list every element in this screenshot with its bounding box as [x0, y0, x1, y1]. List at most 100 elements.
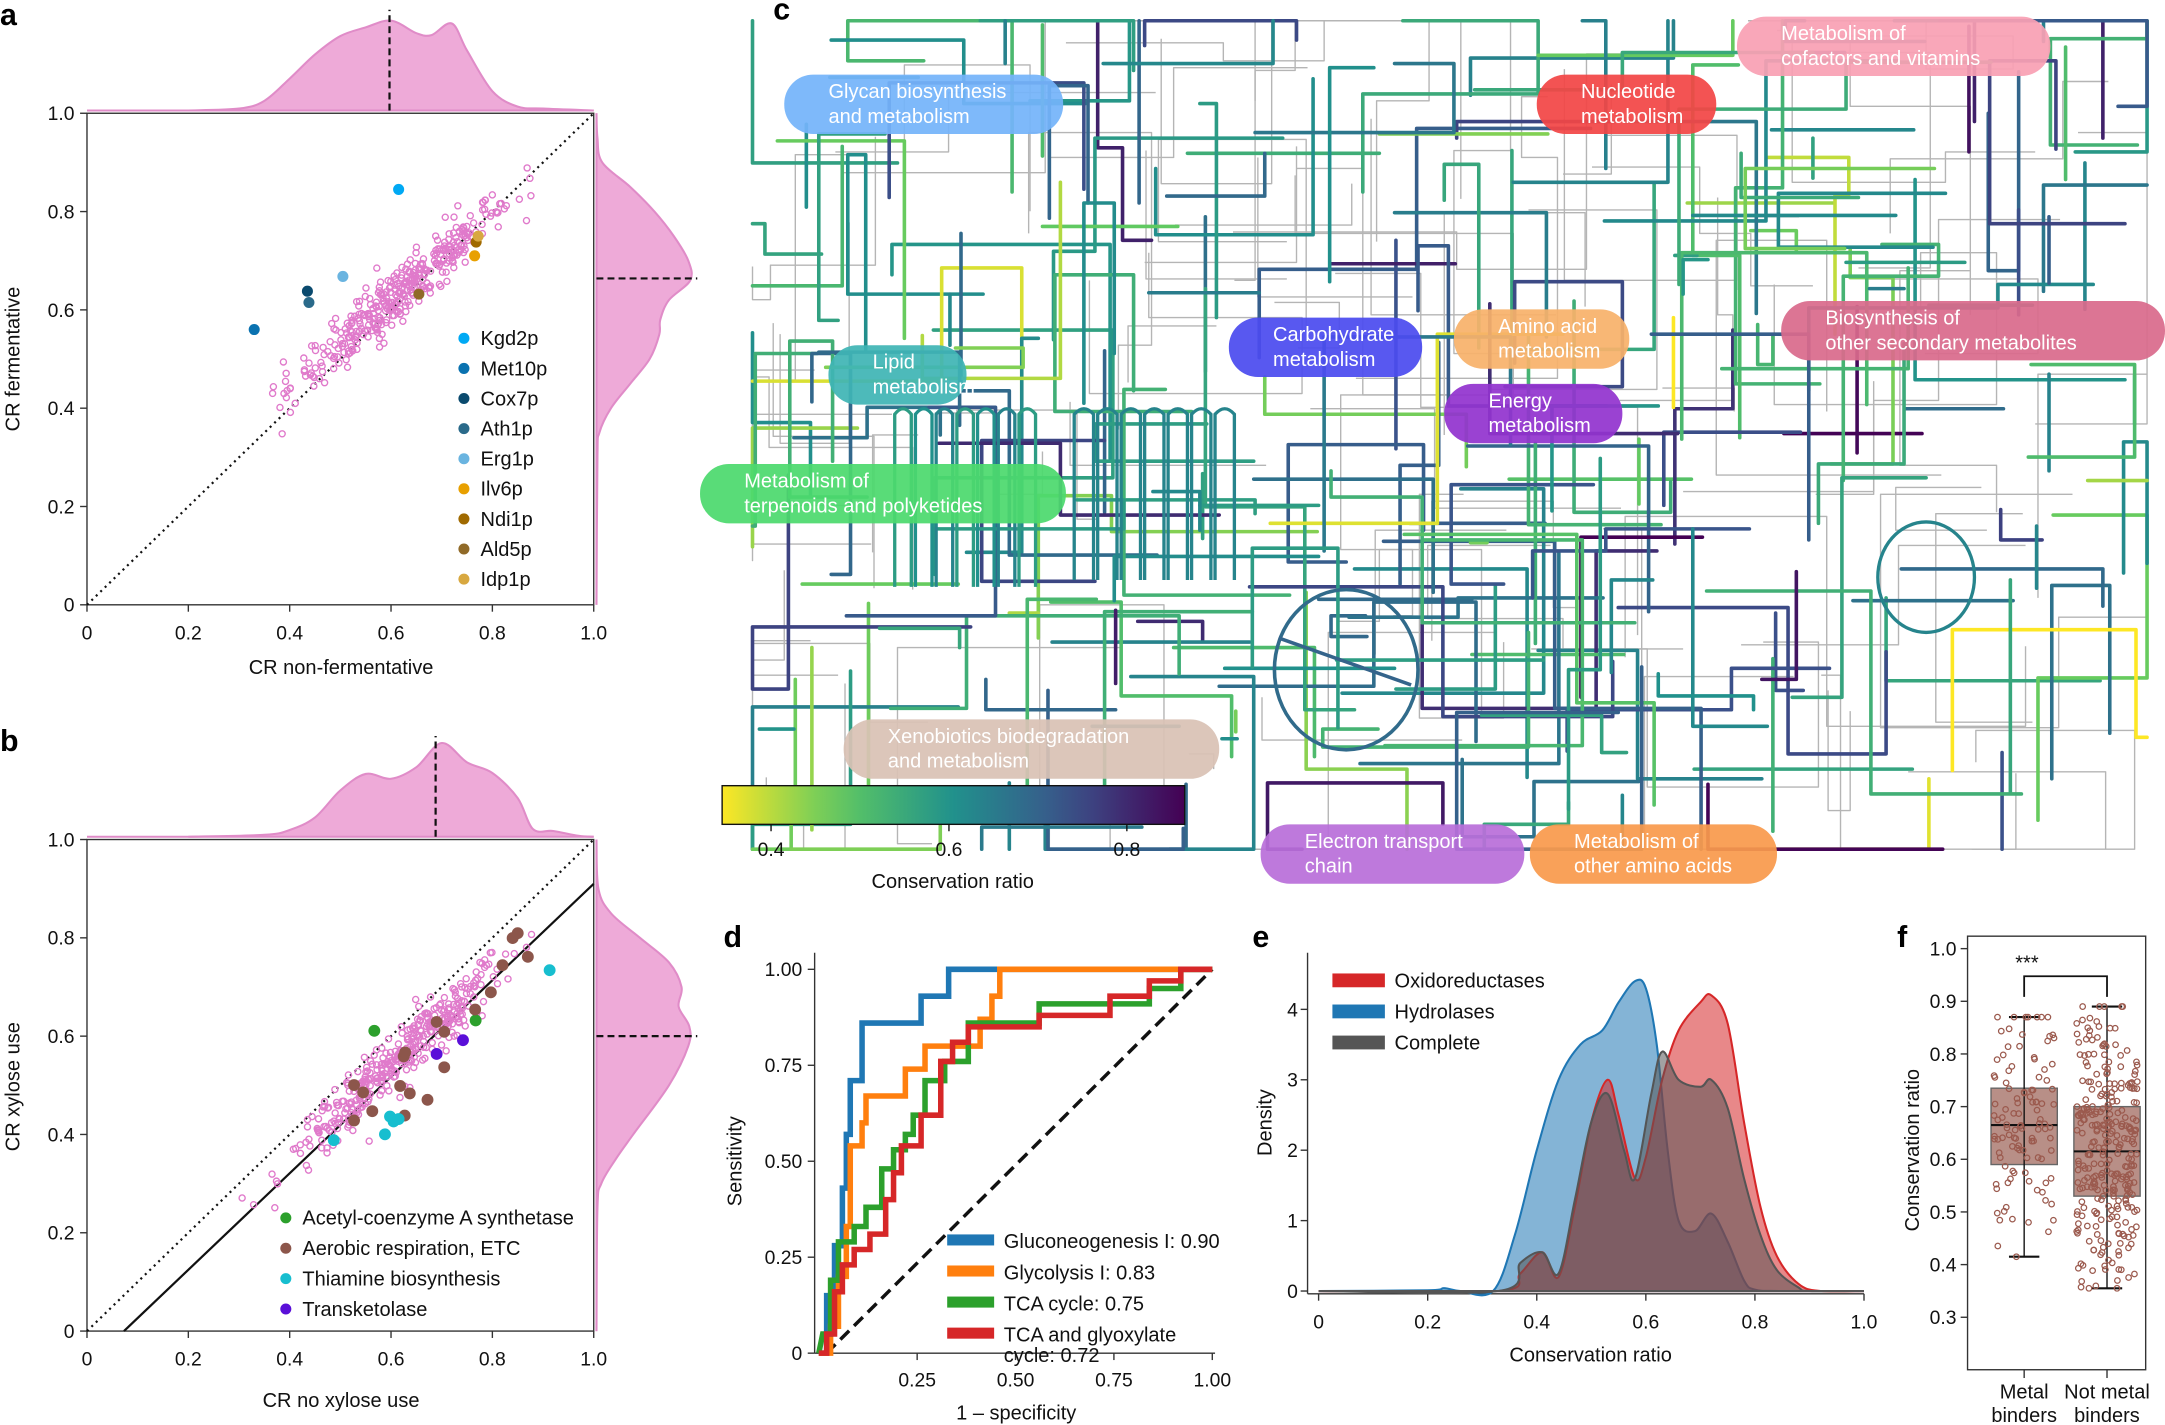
y-tick-label: 1.00 [765, 960, 803, 981]
data-point [2074, 1111, 2082, 1119]
data-point [488, 191, 497, 199]
legend-swatch [947, 1234, 995, 1246]
data-point [296, 1141, 304, 1149]
data-point [2109, 1098, 2116, 1105]
data-point [1996, 1216, 2004, 1224]
panel-label-b: b [0, 725, 19, 758]
data-point [2124, 1182, 2132, 1190]
pathway-line-unmapped [1039, 604, 1165, 811]
category-label: Metabolism of other amino acids [1529, 824, 1778, 884]
legend-label: Transketolase [302, 1299, 427, 1321]
pathway-line-unmapped [1175, 183, 1353, 226]
data-point [2094, 1195, 2102, 1202]
data-point [2048, 1085, 2056, 1093]
pathway-line [1101, 18, 1275, 66]
pathway-line [1394, 583, 1498, 691]
data-point [345, 1099, 354, 1107]
data-point [2029, 1098, 2036, 1106]
data-point [2082, 1058, 2090, 1066]
pathway-line [1251, 477, 1436, 595]
data-point [466, 211, 474, 220]
data-point [2124, 1081, 2132, 1089]
data-point [410, 1022, 418, 1030]
data-point [392, 300, 400, 308]
data-point [1994, 1242, 2002, 1250]
data-point [2105, 1202, 2113, 1210]
data-point [2131, 1071, 2139, 1079]
x-tick-label: 0.2 [175, 1350, 202, 1371]
pathway-line [1465, 444, 1651, 614]
data-point [2022, 1013, 2030, 1021]
data-point [2090, 1050, 2098, 1058]
data-point [377, 1078, 386, 1087]
data-point [2086, 1109, 2093, 1116]
pathway-line [1028, 18, 1132, 103]
data-point [2026, 1093, 2034, 1101]
x-tick-label: 0.50 [997, 1370, 1035, 1391]
data-point [349, 347, 357, 355]
data-point [344, 347, 353, 355]
highlight-point-ald5p [413, 288, 425, 300]
data-point [327, 319, 336, 328]
panel-e-ylabel: Density [1255, 1089, 1277, 1156]
data-point [2078, 1277, 2086, 1285]
data-point [2099, 1151, 2107, 1159]
pathway-line [1661, 430, 1803, 508]
y-tick-label: 0.3 [1930, 1308, 1957, 1329]
data-point [2117, 1063, 2125, 1071]
data-point [2101, 1051, 2108, 1059]
pathway-line-unmapped [1355, 95, 1559, 380]
data-point [305, 359, 313, 367]
data-point [2086, 1027, 2094, 1035]
data-point [2090, 1160, 2098, 1168]
data-point [2125, 1155, 2133, 1162]
pathway-line [1135, 619, 1205, 643]
panel-label-d: d [724, 921, 743, 954]
data-point [388, 321, 396, 329]
data-point [394, 1040, 403, 1048]
data-point [500, 205, 509, 213]
data-point [2112, 1170, 2120, 1178]
highlight-point [392, 1113, 405, 1125]
data-point [2127, 1080, 2135, 1088]
data-point [325, 1126, 334, 1135]
roc-curve-1 [818, 966, 1213, 1356]
data-point [2024, 1013, 2032, 1021]
pathway-line [1530, 527, 1752, 600]
data-point [279, 358, 288, 366]
data-point [405, 282, 414, 291]
legend-swatch [947, 1265, 995, 1277]
data-point [527, 930, 536, 939]
data-point [2018, 1125, 2026, 1132]
data-point [439, 246, 448, 255]
pathway-line [1189, 407, 1213, 580]
data-point [435, 1001, 444, 1009]
data-point [303, 1123, 312, 1131]
category-label-line2: chain [1305, 856, 1353, 878]
data-point [431, 251, 440, 260]
pathway-line [1164, 151, 1267, 198]
pathway-line [1479, 713, 1629, 755]
category-label-line1: Biosynthesis of [1825, 308, 1960, 330]
data-point [437, 1041, 446, 1049]
data-point [352, 333, 360, 342]
data-point [463, 222, 471, 231]
marginal-y-fill [596, 839, 691, 1332]
legend-swatch [1332, 973, 1385, 988]
pathway-line [1743, 166, 1937, 251]
data-point [360, 327, 369, 335]
data-point [268, 1170, 276, 1178]
data-point [430, 250, 438, 258]
y-tick-label: 0.6 [48, 301, 75, 322]
pathway-line-unmapped [1889, 80, 2109, 234]
data-point [457, 996, 466, 1005]
data-point [2098, 1090, 2106, 1098]
legend-label: Ndi1p [480, 509, 532, 531]
category-label-pill [1260, 824, 1525, 884]
panel-f-ylabel: Conservation ratio [1902, 1069, 1924, 1231]
data-point [497, 199, 506, 208]
data-point [2025, 1219, 2032, 1226]
data-point [451, 250, 459, 259]
pathway-line-unmapped [1643, 674, 1842, 850]
data-point [526, 174, 534, 183]
